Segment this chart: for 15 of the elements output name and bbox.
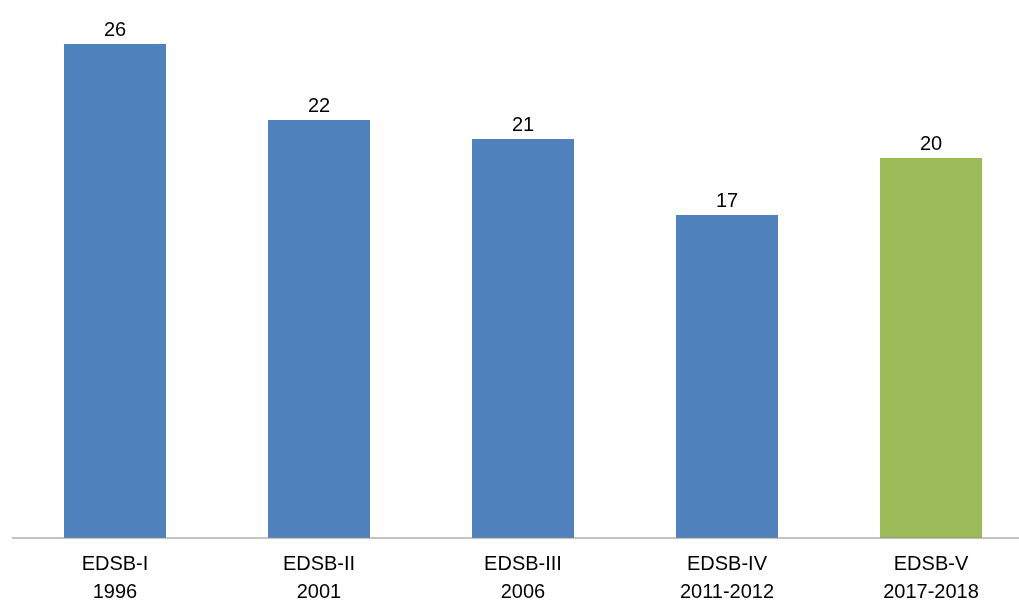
bar	[880, 158, 982, 538]
data-label: 22	[307, 94, 331, 116]
x-tick-label: EDSB-III 2006	[484, 552, 562, 602]
bar	[268, 120, 370, 538]
x-tick-label: EDSB-I 1996	[81, 552, 149, 602]
data-label: 17	[715, 189, 739, 211]
x-tick-label: EDSB-IV 2011-2012	[679, 552, 775, 602]
data-label: 21	[511, 113, 535, 135]
bar	[64, 44, 166, 538]
bar	[472, 139, 574, 538]
data-label: 26	[103, 18, 127, 40]
x-tick-label: EDSB-V 2017-2018	[883, 552, 979, 602]
x-tick-label: EDSB-II 2001	[282, 552, 356, 602]
data-label: 20	[919, 132, 943, 154]
bar	[676, 215, 778, 538]
